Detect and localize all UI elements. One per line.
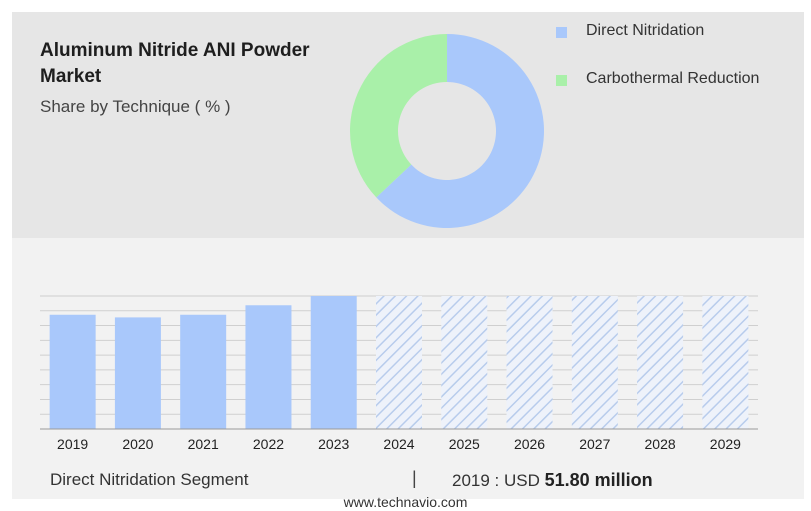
x-tick-label: 2026	[514, 436, 545, 452]
bar-2023	[310, 296, 357, 429]
x-tick-label: 2021	[188, 436, 219, 452]
donut-chart	[350, 34, 544, 228]
segment-label: Direct Nitridation Segment	[50, 470, 249, 489]
bar-2022	[245, 305, 292, 429]
x-tick-label: 2027	[579, 436, 610, 452]
bar-2021	[180, 314, 227, 429]
chart-subtitle: Share by Technique ( % )	[40, 97, 231, 116]
chart-title: Aluminum Nitride ANI Powder Market	[40, 40, 310, 87]
bar-2019	[49, 314, 96, 429]
segment-year-prefix: 2019 : USD	[452, 471, 540, 490]
segment-value-amount: 51.80 million	[544, 470, 653, 490]
legend-label: Carbothermal Reduction	[586, 70, 760, 87]
footer-separator: |	[412, 468, 417, 488]
forecast-bar-2026	[506, 296, 553, 429]
x-tick-label: 2025	[449, 436, 480, 452]
donut-slice-direct-nitridation	[376, 34, 544, 228]
x-tick-label: 2020	[122, 436, 153, 452]
segment-value: 2019 : USD 51.80 million	[452, 470, 653, 491]
forecast-bar-2025	[441, 296, 488, 429]
website-url[interactable]: www.technavio.com	[343, 494, 468, 510]
donut-slice-carbothermal-reduction	[350, 34, 447, 198]
forecast-bar-2029	[702, 296, 749, 429]
x-tick-label: 2029	[710, 436, 741, 452]
legend-swatch	[556, 27, 567, 38]
x-tick-label: 2028	[645, 436, 676, 452]
x-tick-label: 2024	[383, 436, 414, 452]
forecast-bar-2028	[637, 296, 684, 429]
bar-2020	[114, 317, 161, 429]
x-tick-label: 2019	[57, 436, 88, 452]
forecast-bar-2024	[376, 296, 422, 429]
x-tick-label: 2023	[318, 436, 349, 452]
legend-swatch	[556, 75, 567, 86]
forecast-bar-2027	[571, 296, 618, 429]
legend-label: Direct Nitridation	[586, 22, 705, 39]
x-tick-label: 2022	[253, 436, 284, 452]
